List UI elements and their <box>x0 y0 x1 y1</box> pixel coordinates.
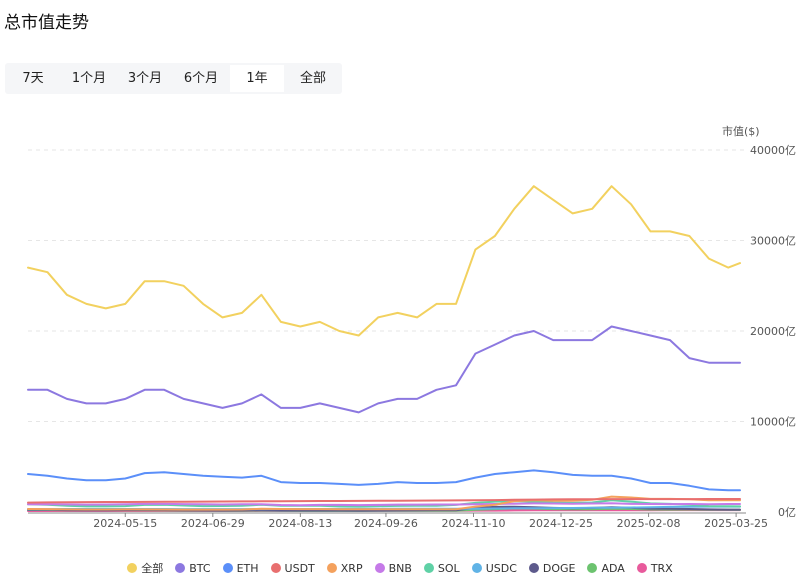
legend-label: XRP <box>340 561 363 575</box>
x-tick-label: 2024-06-29 <box>181 517 245 530</box>
tab-1m[interactable]: 1个月 <box>71 71 107 86</box>
legend-swatch <box>127 563 138 573</box>
tab-all[interactable]: 全部 <box>299 71 326 86</box>
legend-label: 全部 <box>141 562 164 575</box>
legend-item[interactable]: DOGE <box>528 561 576 575</box>
series-line-USDC <box>27 505 741 511</box>
legend-swatch <box>175 563 186 573</box>
legend-label: TRX <box>650 561 673 575</box>
legend-swatch <box>423 563 434 573</box>
series-line-ETH <box>27 469 741 492</box>
legend-label: ADA <box>601 561 625 575</box>
series-line-BTC <box>27 325 741 414</box>
legend-item[interactable]: USDT <box>270 561 315 575</box>
tab-3m[interactable]: 3个月 <box>127 71 163 86</box>
legend-swatch <box>636 563 647 573</box>
legend-label: BNB <box>388 561 412 575</box>
series-line-XRP <box>27 495 741 511</box>
page-title: 总市值走势 <box>4 13 89 33</box>
x-tick-label: 2024-05-15 <box>93 517 157 530</box>
legend-label: ETH <box>236 561 259 575</box>
y-tick-label: 0亿 <box>778 506 796 519</box>
legend-label: SOL <box>437 561 460 575</box>
y-tick-label: 20000亿 <box>750 325 796 338</box>
legend-swatch <box>471 563 482 573</box>
legend-item[interactable]: ETH <box>222 561 259 575</box>
legend-item[interactable]: TRX <box>636 561 673 575</box>
legend-swatch <box>528 563 539 573</box>
legend-item[interactable]: XRP <box>326 561 363 575</box>
legend-item[interactable]: 全部 <box>127 560 163 576</box>
legend-item[interactable]: SOL <box>423 561 460 575</box>
legend-swatch <box>270 563 281 573</box>
series-line-SOL <box>27 499 741 508</box>
legend-item[interactable]: ADA <box>587 561 625 575</box>
legend-item[interactable]: USDC <box>471 561 517 575</box>
x-tick-label: 2024-08-13 <box>268 517 332 530</box>
legend-item[interactable]: BTC <box>175 561 211 575</box>
legend-label: USDC <box>485 561 517 575</box>
time-range-tabs: 7天 1个月 3个月 6个月 1年 全部 <box>5 63 342 94</box>
tab-6m[interactable]: 6个月 <box>183 71 219 86</box>
legend-label: BTC <box>189 561 211 575</box>
x-tick-label: 2024-09-26 <box>354 517 418 530</box>
legend-swatch <box>374 563 385 573</box>
tab-1y[interactable]: 1年 <box>230 65 284 92</box>
y-axis-unit-label: 市值($) <box>722 125 760 138</box>
legend-item[interactable]: BNB <box>374 561 412 575</box>
legend-label: DOGE <box>542 561 576 575</box>
x-tick-label: 2024-11-10 <box>442 517 506 530</box>
series-line-TRX <box>27 509 741 512</box>
x-tick-label: 2025-02-08 <box>617 517 681 530</box>
series-line-ADA <box>27 507 741 512</box>
x-tick-label: 2025-03-25 <box>704 517 768 530</box>
legend-swatch <box>326 563 337 573</box>
y-tick-label: 40000亿 <box>750 144 796 157</box>
series-line-BNB <box>27 502 741 507</box>
series-line-DOGE <box>27 505 741 512</box>
chart-legend: 全部 BTC ETH USDT XRP BNB SOL USDC DOGE ADA TRX <box>0 560 800 576</box>
y-tick-label: 10000亿 <box>750 416 796 429</box>
legend-swatch <box>222 563 233 573</box>
series-line-USDT <box>27 498 741 504</box>
x-tick-label: 2024-12-25 <box>529 517 593 530</box>
series-line-全部 <box>27 185 741 337</box>
tab-7d[interactable]: 7天 <box>22 71 44 86</box>
y-tick-label: 30000亿 <box>750 235 796 248</box>
legend-label: USDT <box>284 561 315 575</box>
legend-swatch <box>587 563 598 573</box>
